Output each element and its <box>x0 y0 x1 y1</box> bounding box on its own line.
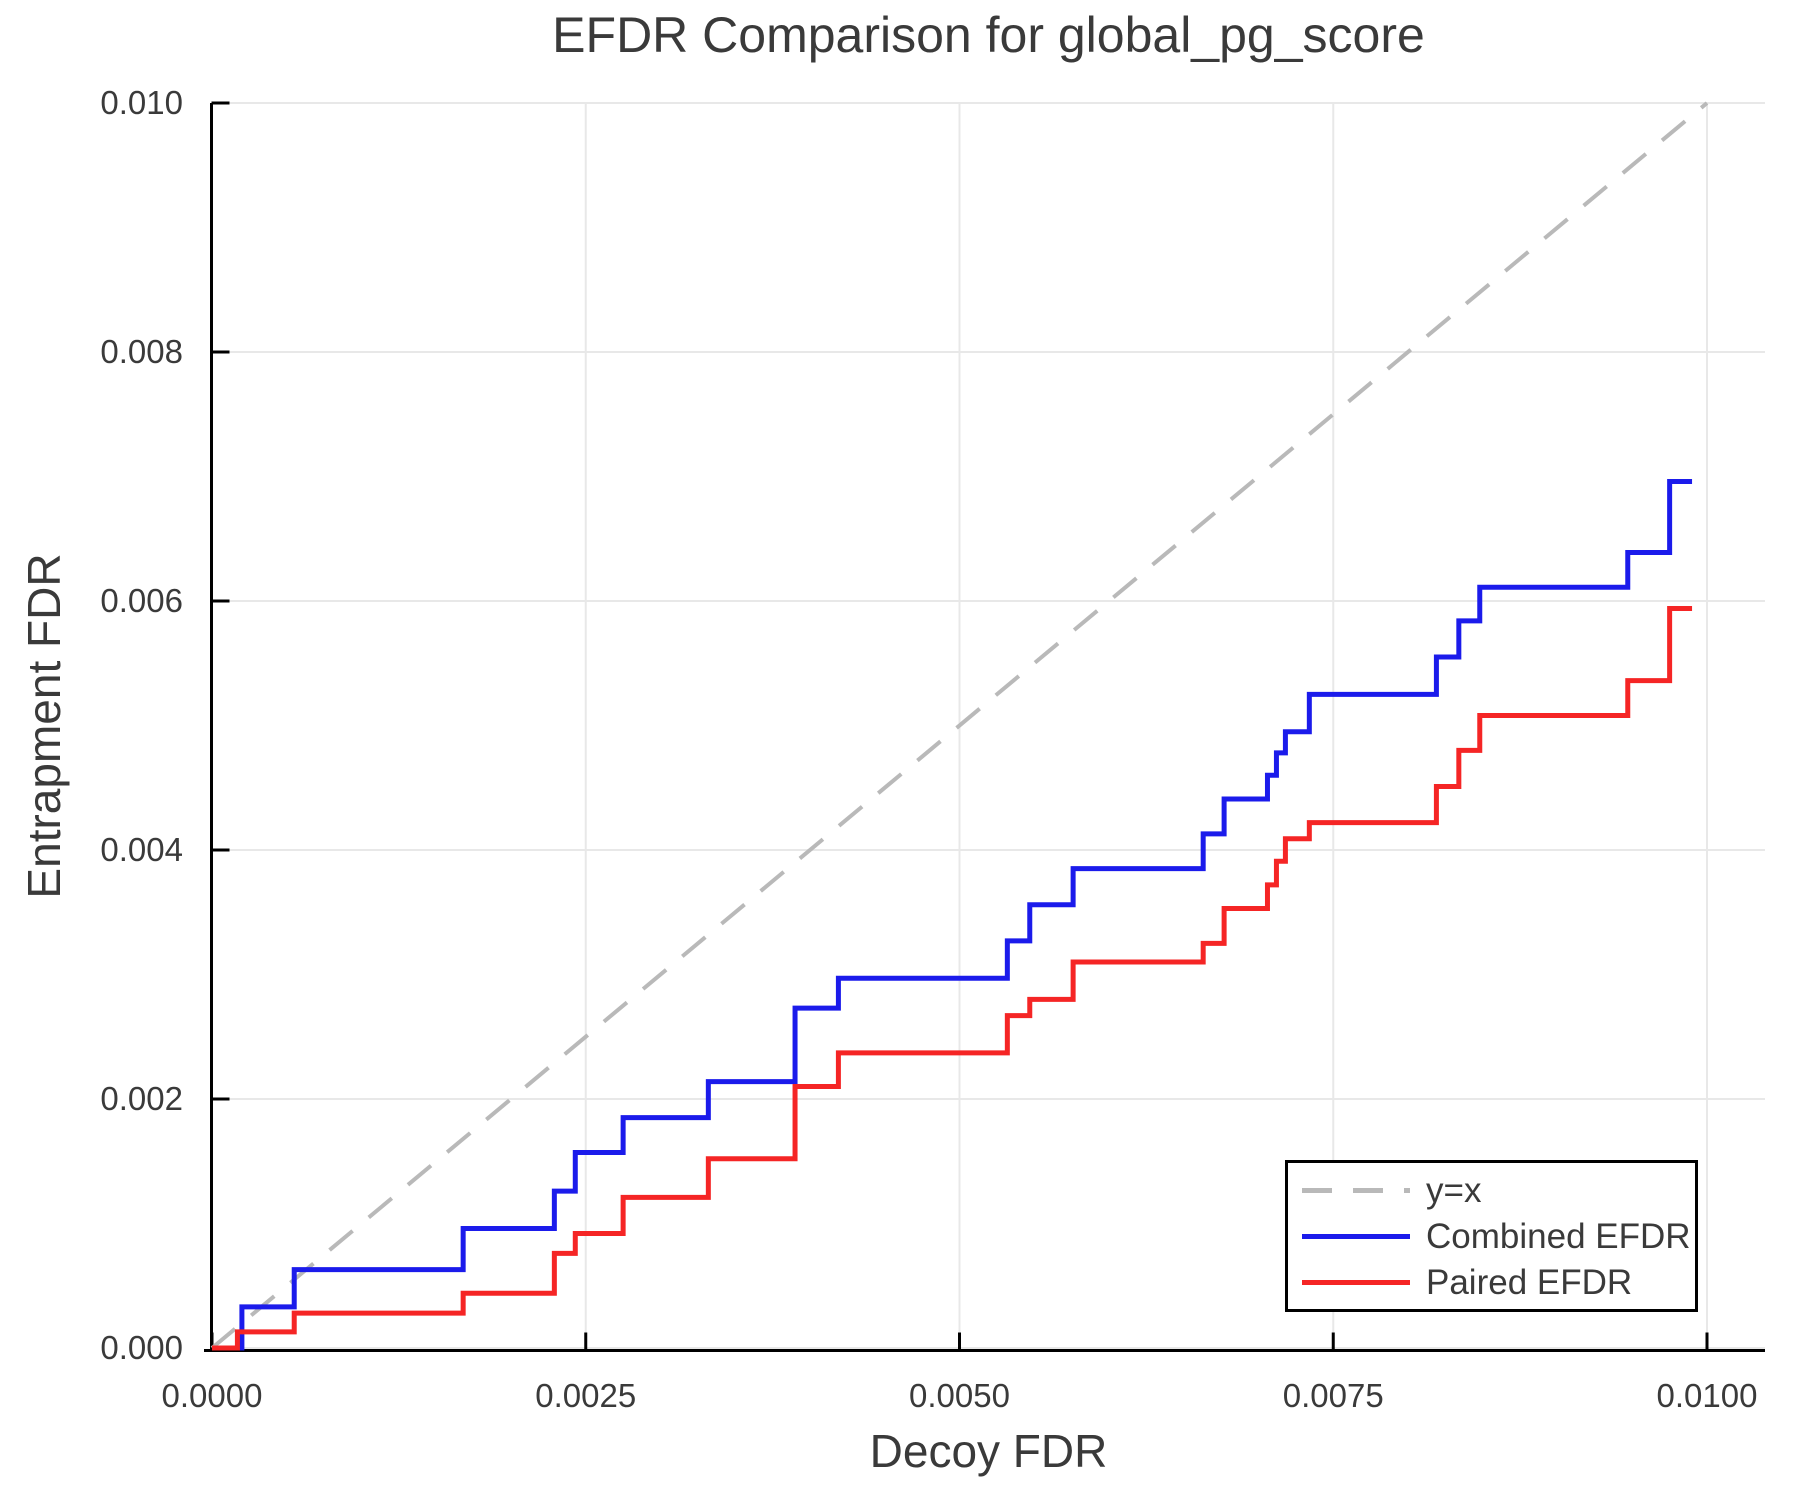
y-axis-label: Entrapment FDR <box>18 553 70 899</box>
y-tick-label: 0.002 <box>100 1080 183 1117</box>
legend-label-paired: Paired EFDR <box>1426 1262 1633 1302</box>
x-tick-label: 0.0050 <box>909 1377 1010 1414</box>
legend: y=x Combined EFDR Paired EFDR <box>1285 1160 1698 1312</box>
legend-label-reference: y=x <box>1426 1170 1482 1210</box>
dashed-line-swatch <box>1302 1187 1410 1193</box>
x-tick-label: 0.0100 <box>1657 1377 1758 1414</box>
y-tick-label: 0.008 <box>100 333 183 370</box>
paired-efdr-curve <box>212 605 1693 1351</box>
paired-line-swatch <box>1302 1279 1410 1285</box>
x-tick-label: 0.0075 <box>1283 1377 1384 1414</box>
legend-entry-paired: Paired EFDR <box>1302 1262 1695 1302</box>
x-tick-label: 0.0000 <box>162 1377 263 1414</box>
reference-line-y-equals-x <box>210 101 1709 1350</box>
y-tick-label: 0.000 <box>100 1329 183 1366</box>
x-tick-label: 0.0025 <box>535 1377 636 1414</box>
legend-label-combined: Combined EFDR <box>1426 1216 1691 1256</box>
y-tick-label: 0.006 <box>100 582 183 619</box>
combined-line-swatch <box>1302 1233 1410 1239</box>
chart-title: EFDR Comparison for global_pg_score <box>552 7 1425 63</box>
x-axis-label: Decoy FDR <box>869 1425 1108 1477</box>
y-tick-label: 0.004 <box>100 831 183 868</box>
legend-entry-reference: y=x <box>1302 1170 1695 1210</box>
combined-efdr-curve <box>212 478 1693 1351</box>
y-tick-label: 0.010 <box>100 84 183 121</box>
legend-entry-combined: Combined EFDR <box>1302 1216 1695 1256</box>
